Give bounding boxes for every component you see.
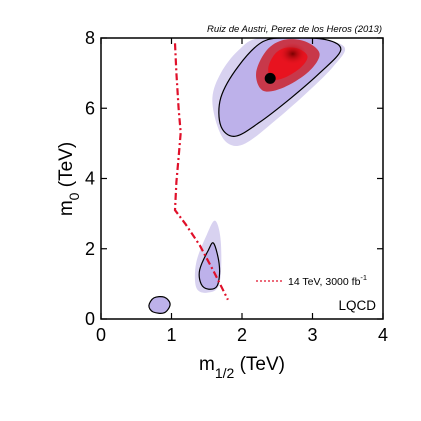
reach-curve-line: [173, 43, 229, 301]
middle-region-contour: [198, 242, 221, 290]
x-axis-title-unit: (TeV): [234, 354, 285, 375]
y-axis-title-sub: 0: [66, 192, 82, 200]
y-tick-label: 2: [85, 239, 95, 259]
axis-ticks: [100, 37, 384, 320]
x-tick-label: 2: [237, 325, 247, 345]
legend-label-reach: 14 TeV, 3000 fb-1: [288, 273, 367, 288]
main-region: [212, 38, 346, 147]
x-axis-title: m1/2 (TeV): [199, 354, 285, 381]
chart-credit: Ruiz de Austri, Perez de los Heros (2013…: [207, 24, 382, 35]
legend-label-sup: -1: [360, 273, 367, 282]
x-axis-title-sub: 1/2: [215, 365, 235, 381]
main-region-hotspot: [278, 42, 307, 65]
x-tick-labels: 0 1 2 3 4: [96, 325, 388, 345]
model-label: LQCD: [338, 298, 376, 313]
x-tick-label: 1: [166, 325, 176, 345]
best-fit-layer: [264, 72, 276, 84]
y-tick-label: 6: [85, 98, 95, 118]
legend-label-text: 14 TeV, 3000 fb: [288, 276, 361, 288]
low-region: [148, 296, 171, 314]
middle-region-density: [199, 242, 220, 290]
y-axis-title: m0 (TeV): [56, 142, 82, 216]
low-region-contour: [148, 296, 171, 314]
y-tick-label: 0: [85, 309, 95, 329]
reach-curve-layer: [173, 43, 229, 301]
y-tick-labels: 0 2 4 6 8: [85, 28, 95, 329]
y-axis-title-unit: (TeV): [56, 142, 77, 193]
plot-regions: [148, 38, 346, 314]
middle-region: [194, 220, 222, 293]
x-tick-label: 0: [96, 325, 106, 345]
x-tick-label: 3: [307, 325, 317, 345]
y-axis-title-main: m: [56, 200, 77, 216]
low-region-density: [148, 296, 171, 314]
y-tick-label: 8: [85, 28, 95, 48]
main-region-contour: [218, 38, 342, 137]
legend: 14 TeV, 3000 fb-1: [256, 273, 367, 288]
best-fit-point: [264, 72, 276, 84]
y-tick-label: 4: [85, 169, 95, 189]
x-tick-label: 4: [378, 325, 388, 345]
x-axis-title-main: m: [199, 354, 215, 375]
